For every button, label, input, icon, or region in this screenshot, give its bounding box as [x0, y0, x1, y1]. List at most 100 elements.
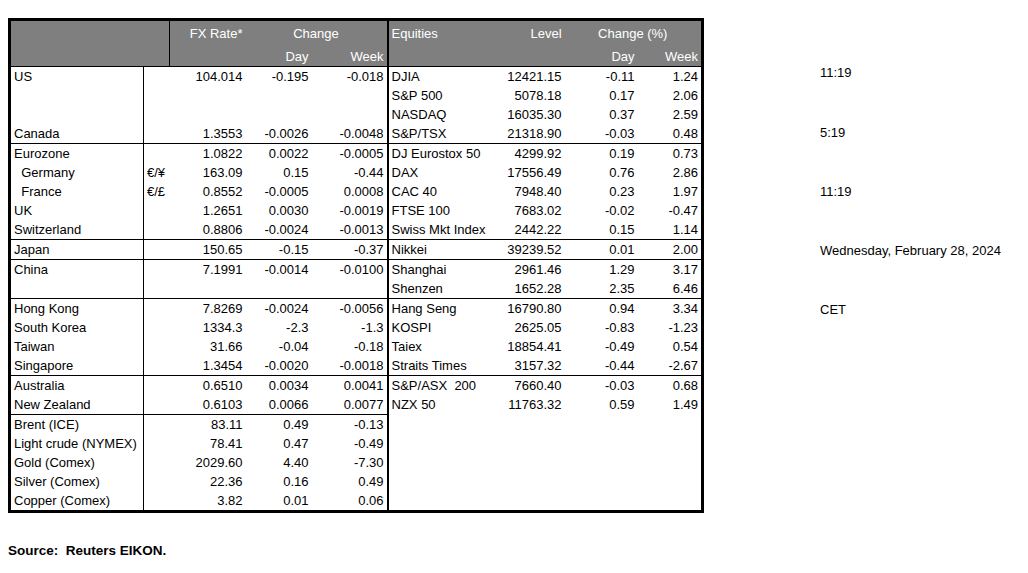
equity-week-pct-cell: [638, 472, 703, 491]
country-name-cell: Brent (ICE): [10, 415, 144, 435]
fx-week-change-cell: -7.30: [312, 453, 388, 472]
table-row: France €/£ 0.8552 -0.0005 0.0008 CAC 40 …: [10, 182, 703, 201]
equity-week-pct-cell: [638, 415, 703, 435]
table-row: Japan 150.65 -0.15 -0.37 Nikkei 39239.52…: [10, 240, 703, 260]
fx-rate-cell: 1.3454: [170, 356, 246, 376]
fx-rate-cell: [170, 279, 246, 299]
equity-day-pct-cell: 0.15: [565, 220, 638, 240]
table-row: Australia 0.6510 0.0034 0.0041 S&P/ASX 2…: [10, 376, 703, 396]
country-name-cell: China: [10, 260, 144, 280]
fx-rate-cell: 163.09: [170, 163, 246, 182]
country-name-cell: New Zealand: [10, 395, 144, 415]
equity-index-cell: FTSE 100: [388, 201, 503, 220]
fx-rate-header: FX Rate*: [170, 20, 246, 48]
fx-rate-cell: 1.2651: [170, 201, 246, 220]
country-name-cell: Eurozone: [10, 144, 144, 164]
equity-level-cell: [503, 472, 565, 491]
currency-pair-cell: [144, 220, 170, 240]
fx-week-change-cell: -0.37: [312, 240, 388, 260]
country-name-cell: Switzerland: [10, 220, 144, 240]
table-row: Canada 1.3553 -0.0026 -0.0048 S&P/TSX 21…: [10, 124, 703, 144]
currency-pair-cell: [144, 453, 170, 472]
fx-week-change-cell: 0.0041: [312, 376, 388, 396]
currency-pair-cell: [144, 395, 170, 415]
equity-week-pct-cell: [638, 453, 703, 472]
equity-week-pct-cell: 1.97: [638, 182, 703, 201]
equity-level-cell: 7683.02: [503, 201, 565, 220]
equity-week-pct-cell: -1.23: [638, 318, 703, 337]
equity-level-cell: 18854.41: [503, 337, 565, 356]
equity-index-cell: Taiex: [388, 337, 503, 356]
fx-day-change-cell: 0.0022: [246, 144, 312, 164]
fx-week-change-cell: -0.0048: [312, 124, 388, 144]
table-row: US 104.014 -0.195 -0.018 DJIA 12421.15 -…: [10, 67, 703, 87]
equities-week-header: Week: [638, 47, 703, 67]
fx-day-change-cell: -2.3: [246, 318, 312, 337]
page: FX Rate* Change Equities Level Change (%…: [0, 0, 1028, 573]
equity-level-cell: 3157.32: [503, 356, 565, 376]
table-row: New Zealand 0.6103 0.0066 0.0077 NZX 50 …: [10, 395, 703, 415]
equity-day-pct-cell: -0.49: [565, 337, 638, 356]
fx-week-change-cell: -0.0056: [312, 299, 388, 319]
fx-week-change-cell: 0.0008: [312, 182, 388, 201]
fx-week-change-cell: [312, 105, 388, 124]
currency-pair-cell: [144, 201, 170, 220]
table-row: UK 1.2651 0.0030 -0.0019 FTSE 100 7683.0…: [10, 201, 703, 220]
country-name-cell: Hong Kong: [10, 299, 144, 319]
equity-index-cell: [388, 434, 503, 453]
fx-update-time: 11:19: [820, 63, 1001, 83]
equity-day-pct-cell: -0.44: [565, 356, 638, 376]
equity-level-cell: 12421.15: [503, 67, 565, 87]
blank-header-cell: [170, 47, 246, 67]
equity-week-pct-cell: 0.68: [638, 376, 703, 396]
table-body: US 104.014 -0.195 -0.018 DJIA 12421.15 -…: [10, 67, 703, 512]
fx-day-change-cell: -0.0014: [246, 260, 312, 280]
table-row: Hong Kong 7.8269 -0.0024 -0.0056 Hang Se…: [10, 299, 703, 319]
table-row: South Korea 1334.3 -2.3 -1.3 KOSPI 2625.…: [10, 318, 703, 337]
fx-change-header: Change: [246, 20, 388, 48]
country-name-cell: [10, 86, 144, 105]
blank-header-cell: [10, 47, 170, 67]
country-name-cell: Light crude (NYMEX): [10, 434, 144, 453]
equity-day-pct-cell: -0.83: [565, 318, 638, 337]
fx-day-change-cell: 4.40: [246, 453, 312, 472]
fx-equities-table: FX Rate* Change Equities Level Change (%…: [8, 18, 704, 513]
country-name-cell: Gold (Comex): [10, 453, 144, 472]
table-row: Gold (Comex) 2029.60 4.40 -7.30: [10, 453, 703, 472]
equity-day-pct-cell: 0.01: [565, 240, 638, 260]
equity-day-pct-cell: -0.11: [565, 67, 638, 87]
equity-level-cell: 39239.52: [503, 240, 565, 260]
equity-level-cell: 5078.18: [503, 86, 565, 105]
fx-rate-cell: 1.3553: [170, 124, 246, 144]
fx-rate-cell: 2029.60: [170, 453, 246, 472]
equity-index-cell: [388, 472, 503, 491]
equity-level-cell: 7660.40: [503, 376, 565, 396]
table-row: Shenzen 1652.28 2.35 6.46: [10, 279, 703, 299]
equity-index-cell: S&P 500: [388, 86, 503, 105]
fx-day-change-cell: 0.0066: [246, 395, 312, 415]
timestamp-block: 11:19 5:19 11:19 Wednesday, February 28,…: [820, 24, 1001, 359]
currency-pair-cell: [144, 356, 170, 376]
equity-index-cell: Nikkei: [388, 240, 503, 260]
fx-day-change-cell: -0.04: [246, 337, 312, 356]
fx-week-change-cell: 0.49: [312, 472, 388, 491]
fx-week-change-cell: -0.018: [312, 67, 388, 87]
country-name-cell: Germany: [10, 163, 144, 182]
equity-index-cell: CAC 40: [388, 182, 503, 201]
fx-rate-cell: 7.8269: [170, 299, 246, 319]
currency-pair-cell: [144, 124, 170, 144]
equity-day-pct-cell: 0.94: [565, 299, 638, 319]
currency-pair-cell: [144, 472, 170, 491]
table-row: Silver (Comex) 22.36 0.16 0.49: [10, 472, 703, 491]
equity-level-cell: [503, 415, 565, 435]
equity-level-cell: 16035.30: [503, 105, 565, 124]
equity-week-pct-cell: 1.49: [638, 395, 703, 415]
fx-week-change-cell: -0.18: [312, 337, 388, 356]
country-name-cell: UK: [10, 201, 144, 220]
fx-day-change-cell: 0.15: [246, 163, 312, 182]
fx-week-change-cell: [312, 86, 388, 105]
currency-pair-cell: [144, 67, 170, 87]
fx-week-change-cell: -0.44: [312, 163, 388, 182]
country-name-cell: Japan: [10, 240, 144, 260]
fx-week-change-cell: -0.0005: [312, 144, 388, 164]
